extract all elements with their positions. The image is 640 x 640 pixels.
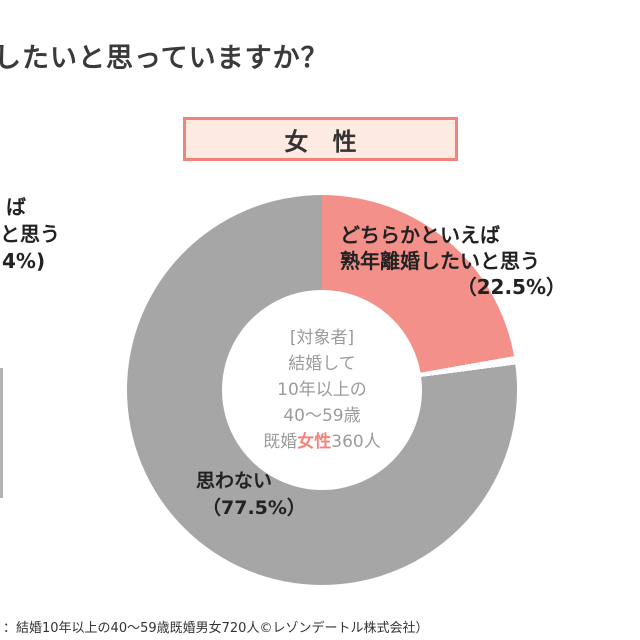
slice-label-line: どちらかといえば	[340, 223, 500, 247]
donut-center-text: [対象者] 結婚して 10年以上の 40〜59歳 既婚女性360人	[263, 325, 380, 455]
donut-center: [対象者] 結婚して 10年以上の 40〜59歳 既婚女性360人	[222, 290, 422, 490]
cropped-label-line: ば	[6, 195, 26, 219]
page-title: したいと思っていますか？	[0, 43, 329, 74]
slice-label-not-want: 思わない （77.5%）	[196, 468, 306, 522]
center-text-line: 40〜59歳	[283, 406, 361, 426]
center-text-line: [対象者]	[289, 328, 355, 348]
cropped-left-chart-edge	[0, 368, 3, 498]
center-text-line: 結婚して	[288, 354, 356, 374]
center-text-line: 既婚女性360人	[263, 429, 380, 455]
center-text-highlight: 女性	[297, 432, 332, 452]
cropped-label-line: 4%)	[2, 249, 46, 273]
gender-header-box: 女 性	[183, 117, 458, 161]
center-text-post: 360人	[331, 432, 381, 452]
footnote: ：結婚10年以上の40〜59歳既婚男女720人©レゾンデートル株式会社）	[3, 621, 429, 636]
slice-percentage: （22.5%）	[456, 275, 566, 299]
slice-label-line: 思わない	[196, 470, 273, 492]
donut-chart: [対象者] 結婚して 10年以上の 40〜59歳 既婚女性360人	[127, 195, 517, 585]
gender-label: 女 性	[284, 127, 365, 156]
slice-percentage: （77.5%）	[202, 497, 306, 519]
center-text-line: 10年以上の	[277, 380, 367, 400]
cropped-left-chart-label: ば と思う 4%)	[0, 194, 60, 275]
slice-label-want-divorce: どちらかといえば 熟年離婚したいと思う （22.5%）	[340, 222, 566, 300]
cropped-label-line: と思う	[0, 222, 60, 246]
center-text-pre: 既婚	[263, 432, 298, 452]
slice-label-line: 熟年離婚したいと思う	[340, 249, 540, 273]
